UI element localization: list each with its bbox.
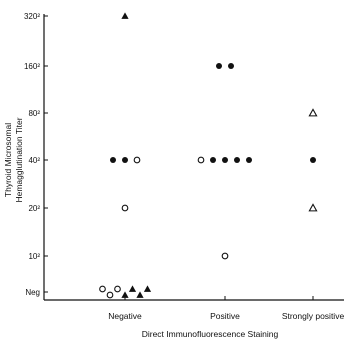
filled-circle-point (222, 157, 228, 163)
open-circle-point (114, 285, 121, 293)
filled-circle-point (246, 157, 252, 163)
filled-circle-point (122, 157, 128, 163)
filled-circle-point (234, 157, 240, 163)
open-circle-point (133, 156, 141, 164)
filled-triangle-point (128, 285, 137, 292)
x-category-label: Negative (108, 311, 142, 321)
y-tick-label: 20² (28, 204, 40, 213)
x-axis: Negative Positive Strongly positive (44, 296, 344, 321)
open-triangle-point (308, 108, 318, 117)
y-tick-label: 40² (28, 156, 40, 165)
filled-circle-point (228, 63, 234, 69)
y-tick-label: Neg (25, 288, 40, 297)
y-tick-label: 10² (28, 252, 40, 261)
open-circle-point (106, 291, 114, 299)
filled-circle-point (216, 63, 222, 69)
y-tick-label: 80² (28, 109, 40, 118)
x-axis-label: Direct Immunofluorescence Staining (142, 329, 279, 339)
y-axis-label-line-1: Thyroid Microsomal (3, 123, 13, 197)
filled-circle-point (310, 157, 316, 163)
open-circle-point (221, 252, 229, 260)
open-circle-point (197, 156, 205, 164)
filled-triangle-point (121, 12, 129, 19)
y-axis: Neg 10² 20² 40² 80² 160² 320² (24, 12, 48, 300)
x-category-label: Positive (210, 311, 240, 321)
x-category-label: Strongly positive (282, 311, 345, 321)
open-circle-point (99, 285, 106, 293)
filled-triangle-point (136, 291, 144, 298)
y-axis-label-line-2: Hemagglutination Titer (14, 117, 24, 202)
filled-circle-point (210, 157, 216, 163)
y-tick-label: 160² (24, 62, 40, 71)
data-points (99, 12, 318, 299)
filled-circle-point (110, 157, 116, 163)
y-ticks: Neg 10² 20² 40² 80² 160² 320² (24, 12, 48, 297)
open-circle-point (121, 204, 129, 212)
filled-triangle-point (143, 285, 152, 292)
y-tick-label: 320² (24, 12, 40, 21)
open-triangle-point (308, 203, 318, 212)
filled-triangle-point (121, 291, 129, 298)
